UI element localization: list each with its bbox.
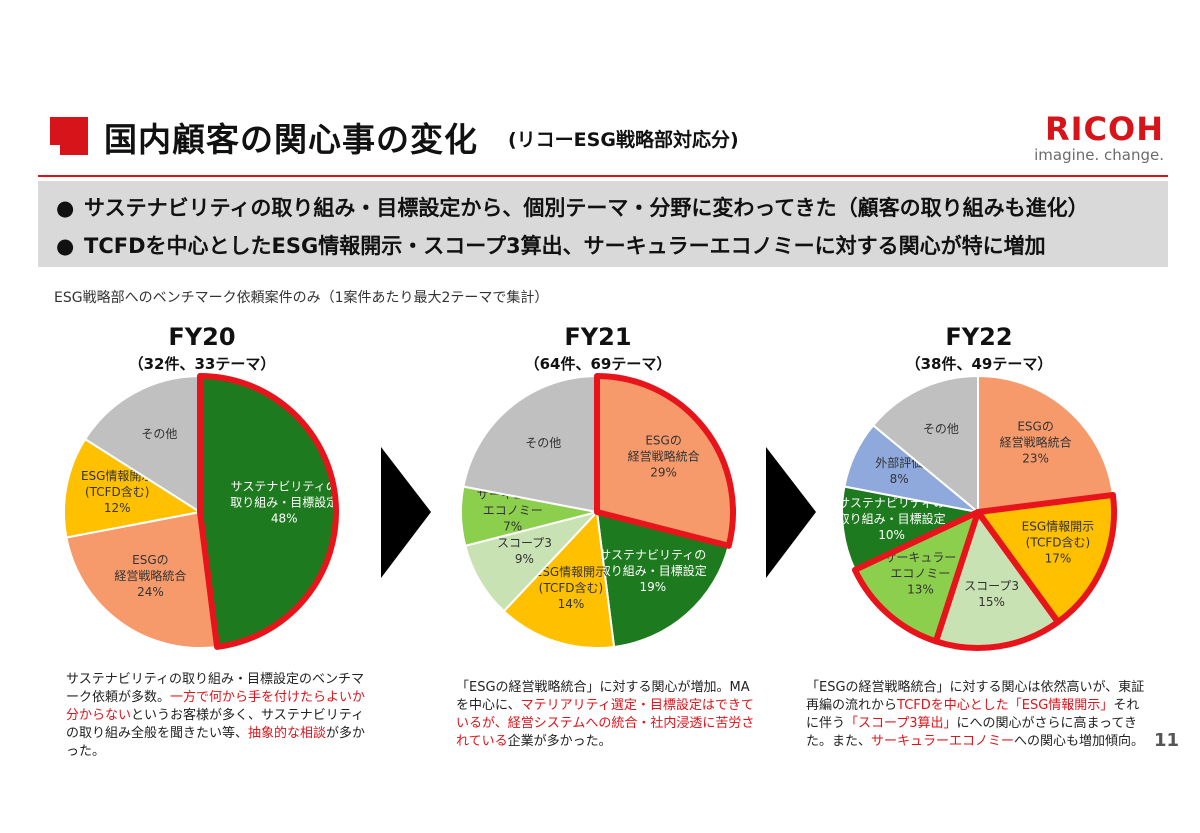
pie-slice: [595, 510, 730, 649]
title-accent-square: [46, 117, 88, 159]
pie-slice: [502, 509, 616, 649]
highlight-text: TCFDを中心とした「ESG情報開示」: [897, 698, 1114, 713]
pie-slice: [65, 510, 219, 649]
slice-label: その他: [923, 422, 959, 436]
highlight-text: 一方で何から手を付けたらよいか分からない: [66, 690, 366, 723]
highlight-outline: [851, 509, 981, 645]
highlight-outline: [197, 373, 339, 650]
summary-box: ● サステナビリティの取り組み・目標設定から、個別テーマ・分野に変わってきた（顧客…: [38, 181, 1168, 267]
highlight-text: サーキュラーエコノミー: [871, 734, 1015, 749]
logo-tagline: imagine. change.: [1034, 146, 1164, 164]
highlight-outline: [594, 373, 736, 549]
pie-slice: [462, 374, 598, 514]
description-text: への関心も増加傾向。: [1014, 734, 1145, 749]
slice-label: その他: [141, 427, 177, 441]
slice-label: サステナビリティの取り組み・目標設定 19%: [599, 548, 707, 594]
arrow-right-icon: [766, 447, 816, 578]
slice-label: サステナビリティの取り組み・目標設定 48%: [230, 480, 338, 526]
slice-label: スコープ3 15%: [964, 579, 1019, 609]
chart-title: FY20: [168, 323, 236, 351]
chart-title: FY22: [945, 323, 1013, 351]
slice-label: ESG情報開示(TCFD含む) 17%: [1022, 520, 1095, 566]
header-divider: [38, 175, 1168, 177]
slice-label: ESGの経営戦略統合 29%: [628, 433, 700, 479]
chart-subtitle: （38件、49テーマ）: [905, 355, 1053, 373]
summary-bullet-text: サステナビリティの取り組み・目標設定から、個別テーマ・分野に変わってきた（顧客の…: [84, 196, 1089, 220]
highlight-text: マテリアリティ選定・目標設定はできているが、経営システムへの統合・社内浸透に苦労…: [456, 698, 755, 749]
description-text: サステナビリティの取り組み・目標設定のベンチマーク依頼が多数。: [66, 672, 364, 705]
chart-subtitle: （64件、69テーマ）: [524, 355, 672, 373]
slice-label: ESG情報開示(TCFD含む) 12%: [81, 469, 154, 515]
chart-subtitle: （32件、33テーマ）: [128, 355, 276, 373]
logo-word: RICOH: [1044, 110, 1164, 148]
description-fy20: サステナビリティの取り組み・目標設定のベンチマーク依頼が多数。一方で何から手を付…: [66, 671, 366, 761]
description-text: にへの関心がさらに高まってきた。また、: [806, 716, 1137, 749]
description-text: それに伴う: [806, 698, 1140, 731]
pie-slice: [199, 374, 337, 649]
slice-label: スコープ3 9%: [497, 536, 552, 566]
pie-slice: [83, 374, 201, 514]
ricoh-logo: RICOH imagine. change.: [1024, 110, 1164, 164]
summary-bullet: ● サステナビリティの取り組み・目標設定から、個別テーマ・分野に変わってきた（顧客…: [56, 192, 1089, 222]
bullet-dot-icon: ●: [56, 196, 75, 220]
slice-label: ESGの経営戦略統合 24%: [114, 553, 186, 599]
summary-bullet: ● TCFDを中心としたESG情報開示・スコープ3算出、サーキュラーエコノミーに対…: [56, 230, 1046, 260]
slice-label: サーキュラーエコノミー 13%: [884, 550, 956, 596]
data-note: ESG戦略部へのベンチマーク依頼案件のみ（1案件あたり最大2テーマで集計）: [54, 290, 549, 306]
description-text: 「ESGの経営戦略統合」に対する関心が増加。MAを中心に、: [456, 680, 750, 713]
slice-label: 外部評価 8%: [875, 455, 923, 486]
description-text: 企業が多かった。: [507, 734, 612, 749]
arrow-right-icon: [381, 447, 431, 578]
description-text: というお客様が多く、サステナビリティの取り組み全般を聞きたい等、: [66, 708, 364, 741]
pie-slice: [63, 437, 203, 539]
page-subtitle: (リコーESG戦略部対応分): [508, 129, 739, 151]
highlight-outline: [975, 491, 1117, 626]
description-fy21: 「ESGの経営戦略統合」に対する関心が増加。MAを中心に、マテリアリティ選定・目…: [456, 679, 756, 751]
highlight-outline: [932, 509, 1061, 651]
page-title: 国内顧客の関心事の変化: [104, 120, 478, 159]
slice-label: ESGの経営戦略統合 23%: [1000, 420, 1072, 466]
bullet-dot-icon: ●: [56, 234, 75, 258]
highlight-text: 「スコープ3算出」: [845, 716, 957, 731]
summary-bullet-text: TCFDを中心としたESG情報開示・スコープ3算出、サーキュラーエコノミーに対す…: [84, 234, 1046, 258]
highlight-text: 抽象的な相談: [248, 726, 327, 741]
slice-label: その他: [525, 436, 561, 450]
chart-header-fy21: FY21 （64件、69テーマ）: [478, 323, 718, 374]
pie-slice: [871, 374, 979, 515]
pie-slice: [977, 374, 1115, 514]
description-fy22: 「ESGの経営戦略統合」に対する関心は依然高いが、東証再編の流れからTCFDを中…: [806, 679, 1146, 751]
page-number: 11: [1154, 730, 1180, 751]
chart-header-fy22: FY22 （38件、49テーマ）: [859, 323, 1099, 374]
chart-title: FY21: [564, 323, 632, 351]
description-text: 「ESGの経営戦略統合」に対する関心は依然高いが、東証再編の流れから: [806, 680, 1145, 713]
slice-label: ESG情報開示(TCFD含む) 14%: [535, 565, 608, 611]
description-text: が多かった。: [66, 726, 366, 759]
chart-header-fy20: FY20 （32件、33テーマ）: [82, 323, 322, 374]
